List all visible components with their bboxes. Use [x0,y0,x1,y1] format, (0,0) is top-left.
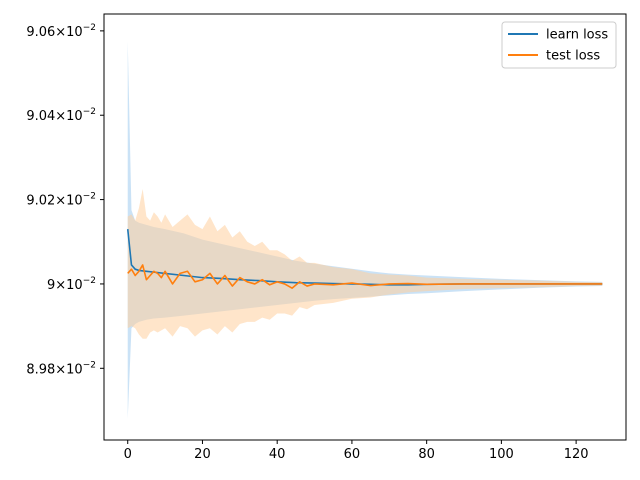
x-tick-label: 120 [564,447,589,462]
y-axis: 8.98×10−2 9×10−2 9.02×10−2 9.04×10−2 9.06×10… [26,23,104,377]
y-tick-label: 9.06×10−2 [26,23,96,40]
x-tick-label: 40 [269,447,286,462]
line-test-loss [127,264,603,289]
x-tick-label: 0 [124,447,132,462]
confidence-bands [127,41,603,419]
y-tick-label: 9×10−2 [47,276,96,293]
x-tick-label: 80 [418,447,435,462]
x-tick-label: 60 [344,447,361,462]
y-tick-label: 9.02×10−2 [26,192,96,209]
legend-label-learn-loss: learn loss [546,28,608,43]
legend-label-test-loss: test loss [546,49,600,64]
plot-area-frame [103,13,627,441]
x-axis: 0 20 40 60 80 100 120 [124,440,589,462]
legend: learn loss test loss [501,21,617,69]
series-lines [126,229,603,289]
y-tick-label: 9.04×10−2 [26,107,96,124]
y-tick-label: 8.98×10−2 [26,360,96,377]
x-tick-label: 20 [194,447,211,462]
band-test-loss [127,189,603,339]
x-tick-label: 100 [489,447,514,462]
